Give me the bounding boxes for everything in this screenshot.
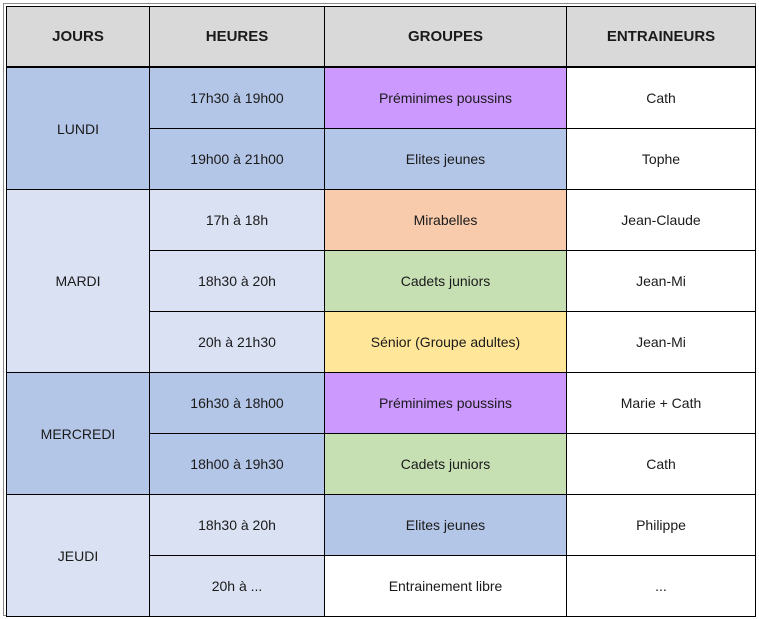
- table-row: 20h à ... Entrainement libre ...: [7, 555, 756, 617]
- day-cell-jeudi: JEUDI: [6, 494, 150, 617]
- header-heures: HEURES: [149, 6, 325, 68]
- header-jours: JOURS: [6, 6, 150, 68]
- group-cell: Elites jeunes: [324, 128, 567, 190]
- group-cell: Sénior (Groupe adultes): [324, 311, 567, 373]
- table-header-row: JOURS HEURES GROUPES ENTRAINEURS: [6, 6, 756, 68]
- table-row: LUNDI 17h30 à 19h00 Préminimes poussins …: [6, 66, 756, 190]
- time-cell: 16h30 à 18h00: [149, 372, 325, 434]
- time-cell: 18h30 à 20h: [149, 250, 325, 312]
- header-entraineurs: ENTRAINEURS: [566, 6, 756, 68]
- group-cell: Préminimes poussins: [324, 66, 567, 129]
- group-cell: Préminimes poussins: [324, 372, 567, 434]
- time-cell: 18h30 à 20h: [149, 494, 325, 556]
- coach-cell: Jean-Claude: [566, 189, 756, 251]
- table-row: JEUDI 18h30 à 20h Elites jeunes Philippe: [6, 494, 756, 617]
- coach-cell: Jean-Mi: [566, 250, 756, 312]
- group-cell: Cadets juniors: [324, 250, 567, 312]
- time-cell: 18h00 à 19h30: [149, 433, 325, 495]
- time-cell: 17h30 à 19h00: [149, 66, 325, 129]
- coach-cell: Philippe: [566, 494, 756, 556]
- day-cell-mercredi: MERCREDI: [6, 372, 150, 495]
- table-row: MERCREDI 16h30 à 18h00 Préminimes poussi…: [6, 372, 756, 495]
- table-row: MARDI 17h à 18h Mirabelles Jean-Claude: [6, 189, 756, 373]
- coach-cell: Tophe: [566, 128, 756, 190]
- group-cell: Cadets juniors: [324, 433, 567, 495]
- schedule-table: JOURS HEURES GROUPES ENTRAINEURS LUNDI 1…: [6, 6, 756, 617]
- table-row: 20h à 21h30 Sénior (Groupe adultes) Jean…: [7, 311, 756, 373]
- coach-cell: Marie + Cath: [566, 372, 756, 434]
- coach-cell: Jean-Mi: [566, 311, 756, 373]
- table-row: 19h00 à 21h00 Elites jeunes Tophe: [7, 128, 756, 190]
- group-cell: Entrainement libre: [324, 555, 567, 617]
- header-groupes: GROUPES: [324, 6, 567, 68]
- time-cell: 20h à ...: [149, 555, 325, 617]
- coach-cell: Cath: [566, 433, 756, 495]
- time-cell: 19h00 à 21h00: [149, 128, 325, 190]
- table-row: 18h00 à 19h30 Cadets juniors Cath: [7, 433, 756, 495]
- day-cell-mardi: MARDI: [6, 189, 150, 373]
- coach-cell: ...: [566, 555, 756, 617]
- time-cell: 17h à 18h: [149, 189, 325, 251]
- group-cell: Mirabelles: [324, 189, 567, 251]
- day-cell-lundi: LUNDI: [6, 66, 150, 190]
- table-row: 18h30 à 20h Cadets juniors Jean-Mi: [7, 250, 756, 312]
- coach-cell: Cath: [566, 66, 756, 129]
- time-cell: 20h à 21h30: [149, 311, 325, 373]
- group-cell: Elites jeunes: [324, 494, 567, 556]
